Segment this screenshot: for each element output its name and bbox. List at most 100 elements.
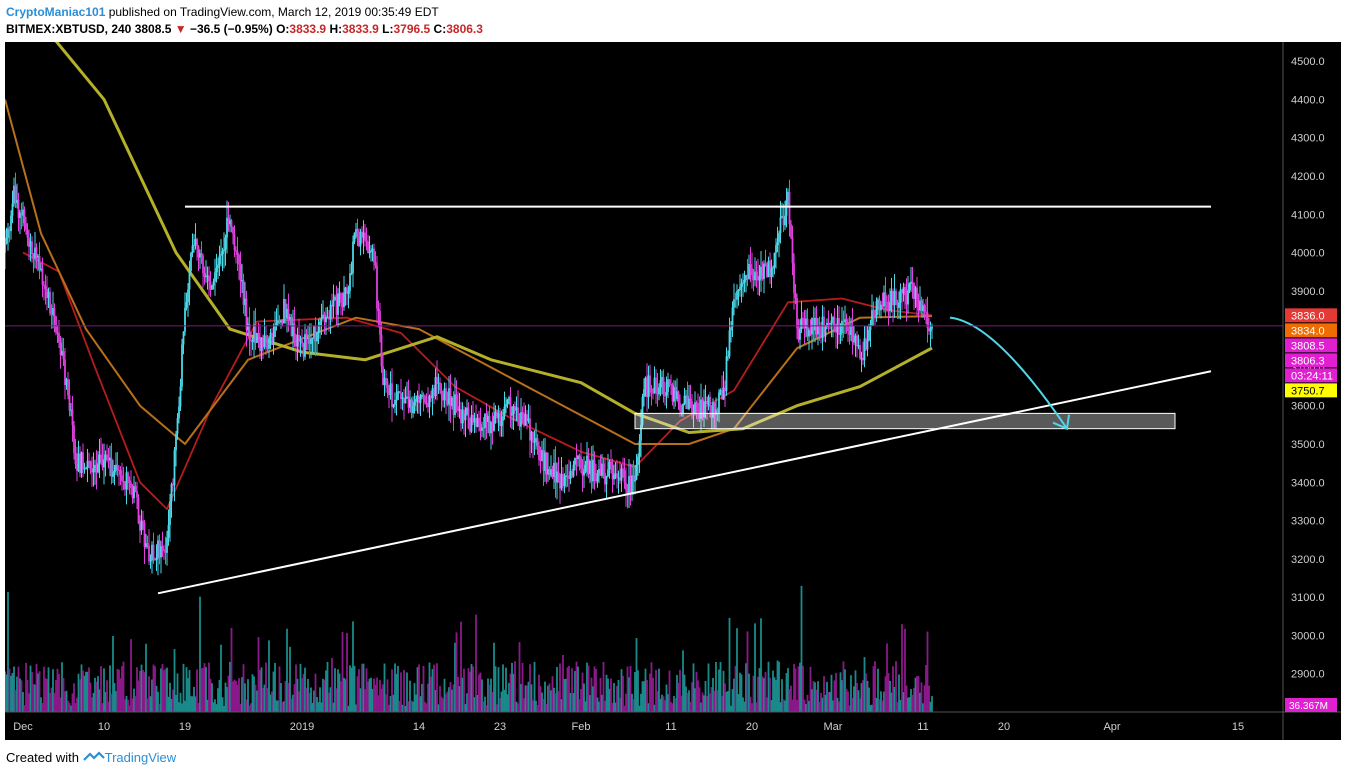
candle-body [848,331,851,335]
volume-bar [55,680,57,712]
candle-body [136,491,138,498]
volume-bar [40,697,42,712]
volume-bar [167,696,170,712]
volume-bar [299,663,302,712]
candle-body [812,317,815,331]
volume-bar [374,684,377,712]
candle-body [8,228,11,232]
candle-body [757,276,759,281]
volume-bar [272,671,275,712]
volume-bar [44,678,47,712]
candle-body [905,295,908,305]
candle-body [700,399,702,419]
volume-bar [394,663,396,712]
candle-body [50,313,53,315]
volume-bar [529,664,531,712]
volume-bar [293,683,296,712]
candle-body [584,464,587,472]
candle-body [547,468,549,475]
volume-bar [794,668,797,712]
volume-bar [473,697,476,712]
volume-bar [427,683,429,712]
volume-bar [284,680,287,712]
candle-body [163,549,165,552]
candle-body [283,299,285,324]
volume-bar [305,687,308,712]
candle-body [566,475,569,477]
volume-bar [143,672,146,712]
candle-body [145,543,147,547]
volume-bar [644,668,647,712]
candle-body [68,395,71,411]
candle-body [589,461,591,475]
candle-body [713,402,716,415]
volume-bar [538,674,540,712]
candle-body [601,463,603,476]
time-axis[interactable]: Dec 10 19 2019 14 23 Feb 11 20 Mar 11 20 Apr 15 [5,711,1341,733]
candle-body [130,482,132,489]
volume-bar [98,689,101,712]
volume-bar [464,704,467,712]
volume-bar [263,684,266,712]
candle-body [377,308,380,312]
volume-bar [596,697,599,712]
candle-body [334,296,336,300]
candle-body [230,220,233,227]
price-label: 3750.7 [1291,385,1325,397]
volume-bar [68,702,71,712]
volume-bar [155,685,158,712]
candle-body [125,472,128,490]
volume-bar [574,670,576,712]
volume-bar [332,702,335,712]
candles [5,172,933,576]
volume-bar [151,679,153,712]
volume-bar [746,631,749,712]
volume-bar [470,664,473,712]
volume-bar [457,676,459,712]
candle-body [887,310,890,312]
candle-body [614,473,617,475]
candle-body [422,394,425,397]
candle-body [523,412,525,426]
volume-bar [517,703,519,712]
volume-bar [49,693,51,712]
volume-bar [715,661,717,712]
candle-body [65,379,68,386]
author-link[interactable]: CryptoManiac101 [6,5,106,19]
volume-bar [628,677,630,712]
volume-bar [283,701,285,712]
candle-body [268,337,270,349]
candle-body [10,215,12,232]
price-tick-label: 3300.0 [1291,516,1325,528]
candle-body [751,268,753,276]
volume-bar [418,664,420,712]
candle-body [248,323,251,340]
candle-body [863,338,866,361]
candle-body [521,412,524,414]
candle-body [20,212,23,216]
tradingview-link[interactable]: TradingView [104,750,177,765]
volume-bar [853,686,855,712]
volume-bar [668,670,671,712]
candle-body [67,379,69,396]
price-chart[interactable]: 2900.0 3000.0 3100.0 3200.0 3300.0 3400.0 3500… [5,42,1341,740]
volume-bar [385,694,387,712]
volume-bar [209,678,212,712]
volume-bar [169,682,171,712]
volume-bar [196,669,198,712]
candle-body [809,329,812,335]
volume-bar [13,666,15,712]
candle-body [301,340,303,344]
volume-bar [190,696,192,712]
time-tick-label: 20 [998,721,1010,733]
footer: Created with TradingView [6,750,176,765]
candle-body [758,276,761,281]
candle-body [581,468,584,476]
volume-bar [335,688,338,712]
volume-bar [295,664,297,712]
candle-body [394,399,396,405]
candle-body [559,482,561,489]
price-axis[interactable]: 2900.0 3000.0 3100.0 3200.0 3300.0 3400.0 3500… [1282,42,1325,740]
candle-body [686,395,689,410]
candle-body [103,460,105,468]
